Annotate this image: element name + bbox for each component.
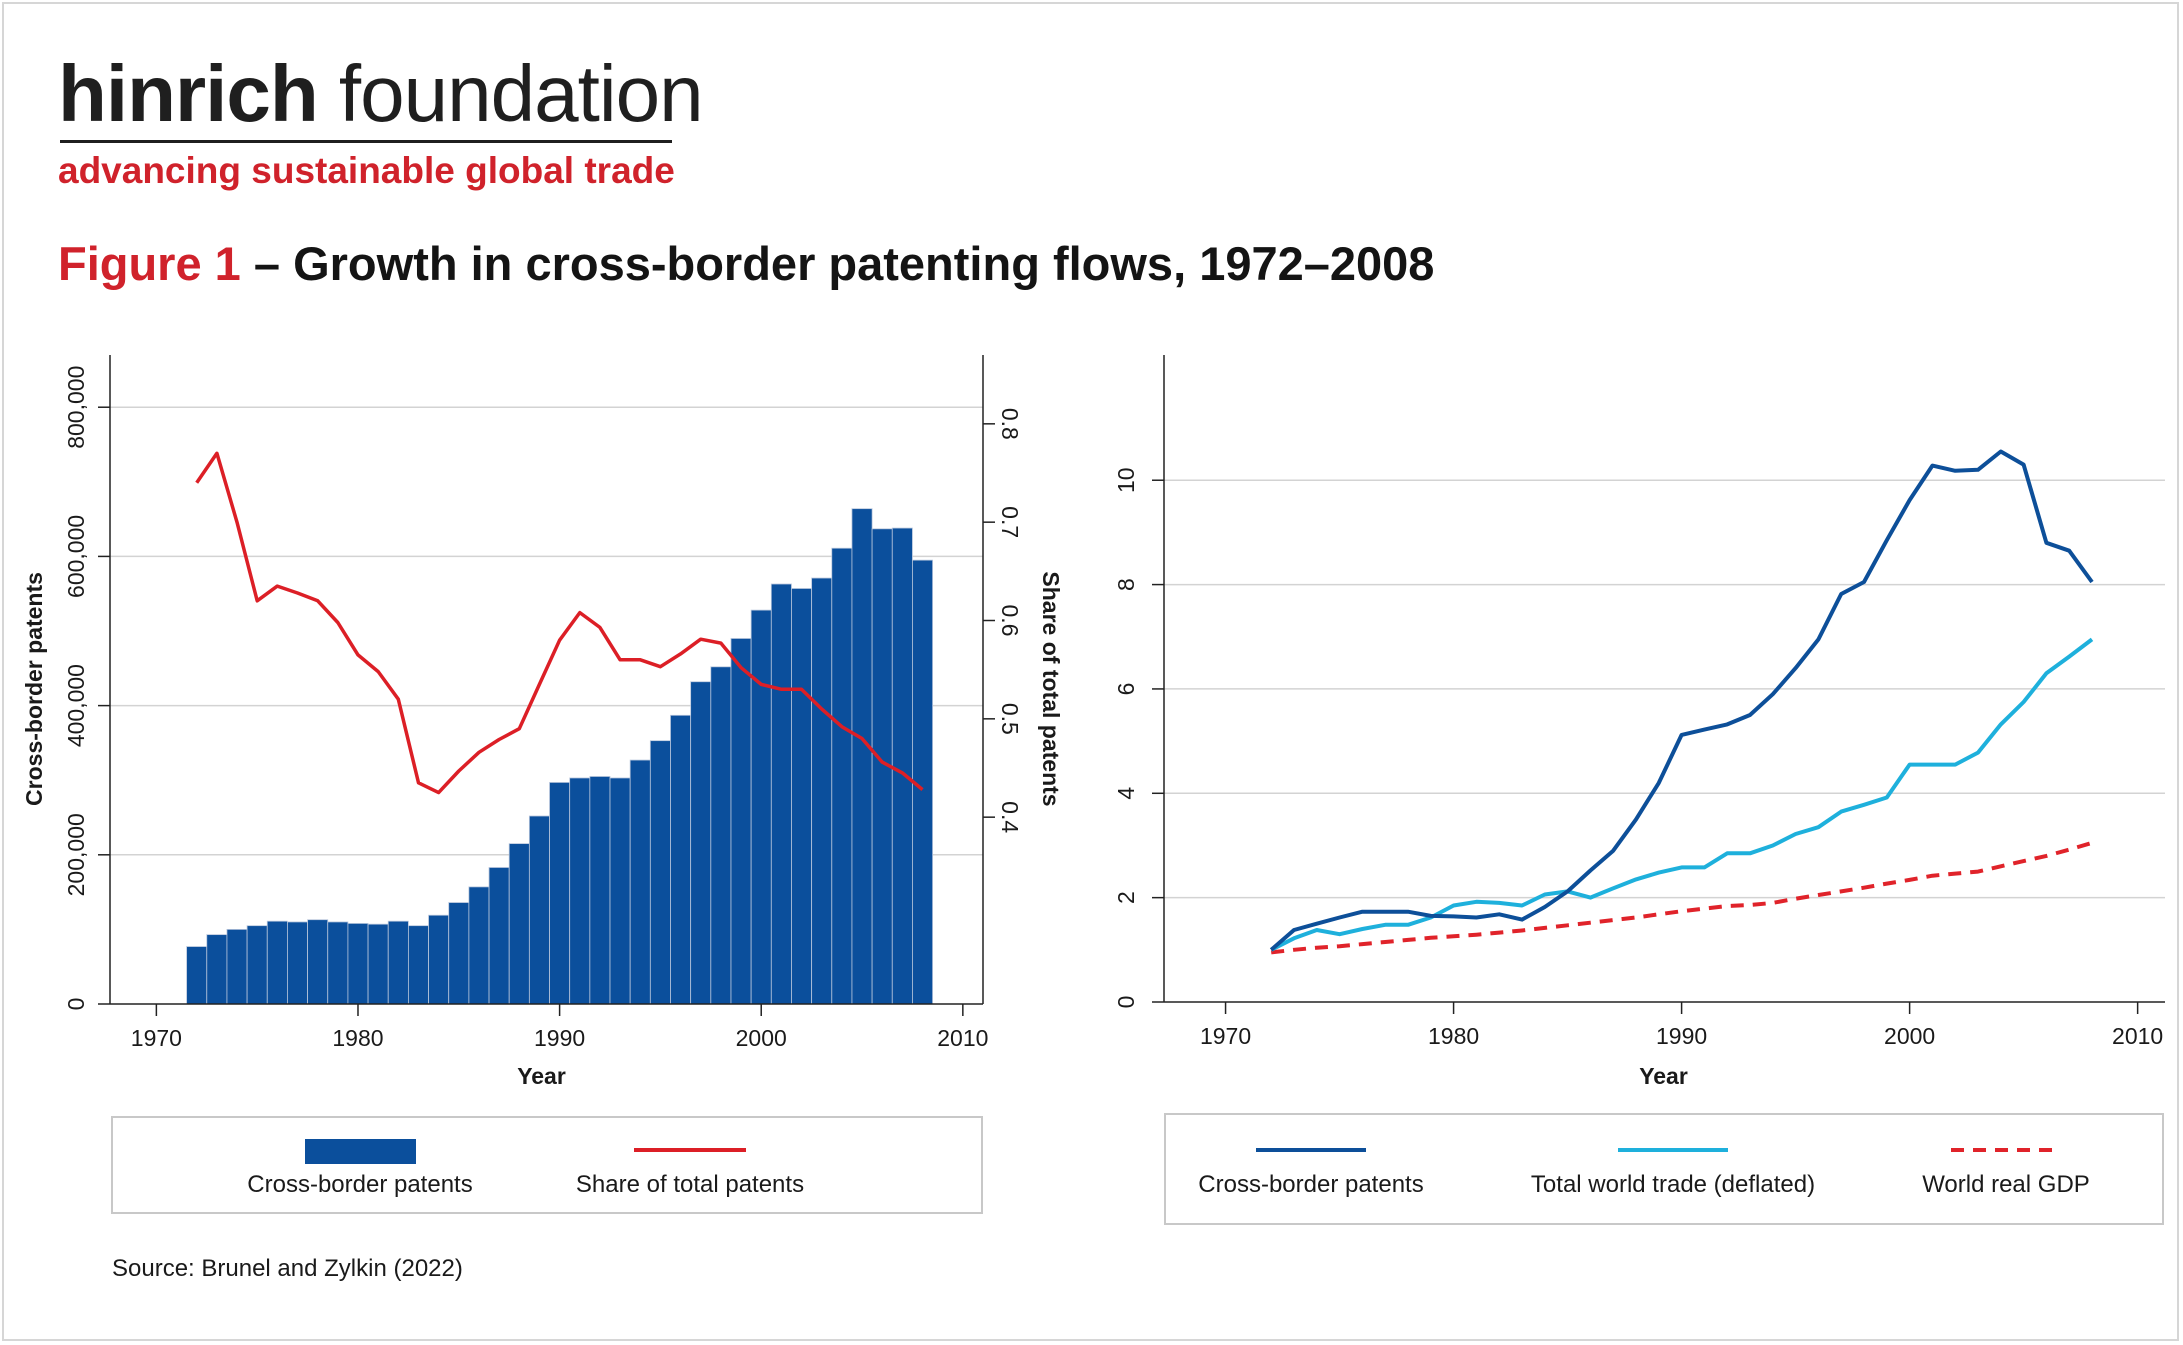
- world-trade-line: [1270, 637, 2094, 952]
- brand-logo: hinrich foundation: [58, 48, 704, 140]
- x-tick-label: 1970: [131, 1025, 182, 1051]
- y-tick-label: 800,000: [63, 366, 89, 449]
- x-tick-label: 1990: [1656, 1023, 1707, 1049]
- x-tick-label: 2010: [937, 1025, 988, 1051]
- cross-border-line: [1269, 449, 2094, 952]
- y-tick-label: 8: [1113, 578, 1139, 591]
- x-tick-label: 1970: [1200, 1023, 1251, 1049]
- y-right-tick-label: 0.7: [997, 506, 1023, 538]
- x-tick-label: 2010: [2112, 1023, 2163, 1049]
- y-tick-label: 2: [1113, 891, 1139, 904]
- y-tick-label: 0: [63, 998, 89, 1011]
- figure-title: Figure 1 – Growth in cross-border patent…: [58, 236, 1434, 291]
- y-tick-label: 400,000: [63, 664, 89, 747]
- legend-swatch-bars: [305, 1139, 416, 1164]
- brand-tagline: advancing sustainable global trade: [58, 150, 675, 191]
- y-right-tick-label: 0.8: [997, 408, 1023, 440]
- source-note: Source: Brunel and Zylkin (2022): [112, 1255, 463, 1282]
- y-right-axis-title: Share of total patents: [1038, 571, 1064, 806]
- x-axis-title: Year: [1639, 1063, 1688, 1089]
- figure-label: Figure 1: [58, 237, 241, 290]
- y-tick-label: 600,000: [63, 515, 89, 598]
- y-tick-label: 0: [1113, 996, 1139, 1009]
- x-tick-label: 1990: [534, 1025, 585, 1051]
- x-tick-label: 1980: [332, 1025, 383, 1051]
- y-axis-title: Cross-border patents: [21, 572, 47, 806]
- x-axis-title: Year: [517, 1063, 566, 1089]
- y-right-tick-label: 0.6: [997, 605, 1023, 637]
- y-tick-label: 10: [1113, 467, 1139, 493]
- brand-name-light: foundation: [317, 49, 704, 138]
- legend-label-share: Share of total patents: [576, 1171, 804, 1198]
- legend-label-world-gdp-line: World real GDP: [1922, 1171, 2090, 1198]
- x-tick-label: 2000: [736, 1025, 787, 1051]
- y-right-tick-label: 0.5: [997, 703, 1023, 735]
- y-right-tick-label: 0.4: [997, 801, 1023, 833]
- y-tick-label: 200,000: [63, 813, 89, 896]
- legend-box: [111, 1116, 983, 1214]
- legend-label-cross-border-line: Cross-border patents: [1198, 1171, 1423, 1198]
- legend-box: [1164, 1113, 2164, 1225]
- legend-label-cross-border: Cross-border patents: [247, 1171, 472, 1198]
- x-tick-label: 1980: [1428, 1023, 1479, 1049]
- share-of-total-line: [195, 451, 924, 795]
- figure-title-text: – Growth in cross-border patenting flows…: [240, 237, 1435, 290]
- brand-name-bold: hinrich: [58, 49, 319, 138]
- y-tick-label: 6: [1113, 683, 1139, 696]
- y-tick-label: 4: [1113, 787, 1139, 800]
- legend-label-world-trade-line: Total world trade (deflated): [1531, 1171, 1815, 1198]
- world-gdp-line: [1270, 840, 2093, 955]
- x-tick-label: 2000: [1884, 1023, 1935, 1049]
- brand-rule: [60, 140, 672, 143]
